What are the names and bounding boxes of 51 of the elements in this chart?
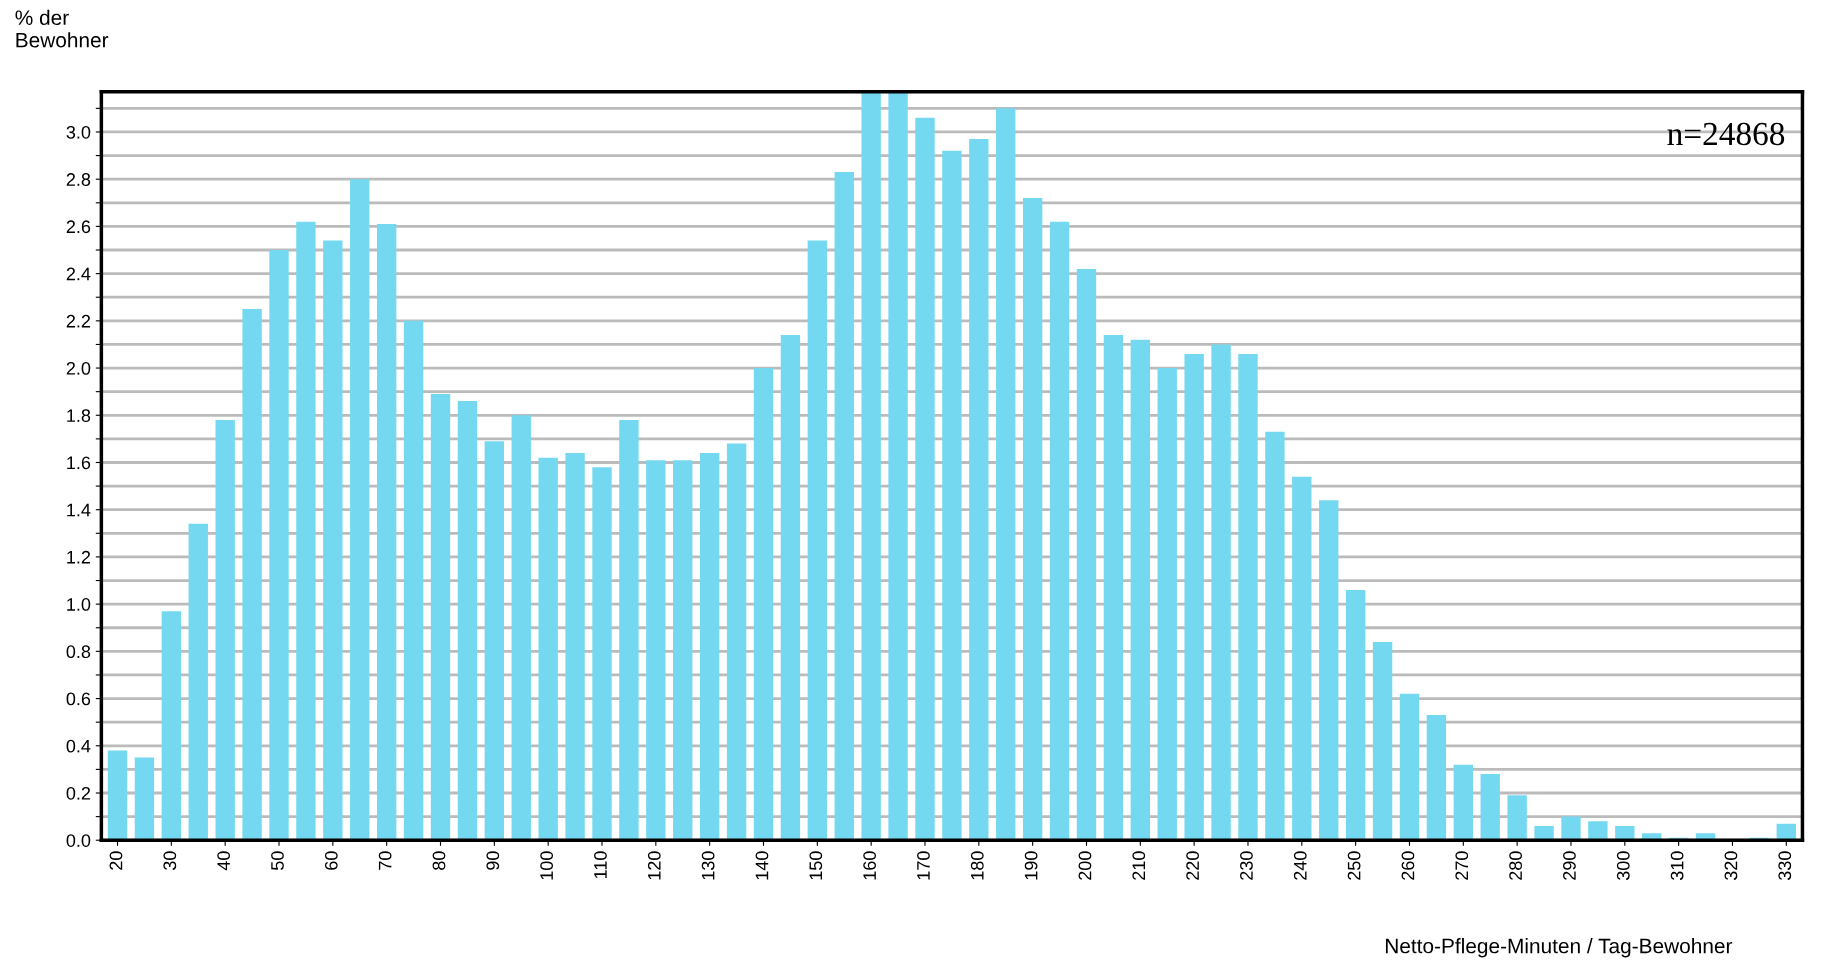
x-tick-label: 170: [917, 851, 930, 880]
x-tick-label: 330: [1778, 851, 1792, 881]
x-tick-label: 160: [863, 851, 877, 880]
y-tick-label: 1.0: [67, 598, 91, 611]
x-tick-label: 190: [1024, 851, 1038, 880]
y-tick-label: 1.2: [67, 550, 91, 564]
y-tick-label: 0.4: [66, 739, 91, 753]
x-tick-label: 260: [1401, 851, 1415, 880]
x-tick-label: 310: [1670, 851, 1684, 881]
x-tick-label: 240: [1293, 851, 1307, 880]
y-tick-label: 2.0: [66, 361, 91, 375]
x-tick-label: 290: [1563, 851, 1576, 880]
x-tick-label: 180: [970, 851, 984, 880]
y-axis-title: % der Bewohner: [15, 9, 109, 48]
y-tick-label: 1.8: [67, 409, 91, 422]
y-tick-label: 0.0: [66, 834, 91, 847]
x-tick-label: 50: [271, 851, 284, 870]
x-tick-label: 300: [1616, 851, 1630, 881]
y-tick-label: 2.2: [66, 314, 91, 328]
y-tick-label: 0.8: [66, 645, 91, 659]
y-tick-label: 2.4: [66, 267, 91, 281]
y-tick-label: 0.6: [66, 692, 91, 706]
y-tick-label: 2.6: [66, 220, 91, 234]
x-tick-label: 200: [1078, 851, 1092, 880]
x-tick-label: 30: [163, 851, 177, 871]
x-tick-label: 40: [217, 851, 231, 871]
annotation: n=24868: [1667, 122, 1785, 146]
y-tick-label: 1.6: [67, 456, 91, 470]
y-tick-label: 2.8: [66, 173, 91, 186]
y-tick-label: 0.2: [66, 786, 91, 800]
x-tick-label: 90: [486, 851, 500, 870]
x-tick-label: 230: [1240, 851, 1253, 880]
x-axis-title: Netto-Pflege-Minuten / Tag-Bewohner: [1385, 938, 1733, 958]
x-tick-label: 80: [432, 851, 446, 870]
x-tick-label: 60: [324, 851, 338, 870]
y-tick-label: 1.4: [67, 503, 91, 517]
x-tick-label: 150: [809, 851, 823, 880]
x-tick-label: 110: [594, 851, 607, 879]
x-tick-label: 100: [540, 851, 554, 880]
x-tick-label: 70: [378, 851, 392, 870]
x-tick-label: 320: [1724, 851, 1738, 881]
x-tick-label: 250: [1347, 851, 1361, 880]
x-tick-label: 130: [701, 851, 715, 880]
x-tick-label: 20: [109, 851, 123, 870]
x-tick-label: 270: [1455, 851, 1469, 880]
y-tick-label: 3.0: [66, 125, 91, 139]
x-tick-label: 280: [1509, 851, 1522, 880]
x-tick-label: 210: [1132, 851, 1146, 880]
x-tick-label: 140: [755, 851, 769, 880]
x-tick-label: 120: [647, 851, 661, 880]
x-tick-label: 220: [1186, 851, 1199, 880]
